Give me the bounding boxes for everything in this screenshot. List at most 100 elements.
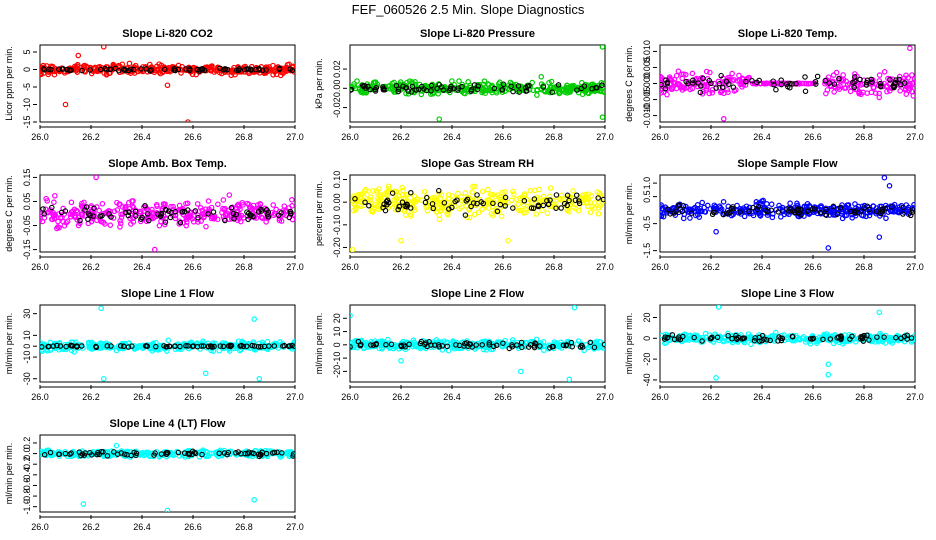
reference-point <box>834 211 841 217</box>
data-point <box>664 91 670 98</box>
reference-point <box>436 187 442 194</box>
y-tick-label: 0.005 <box>642 56 652 79</box>
data-point <box>896 73 903 80</box>
data-point <box>881 68 888 75</box>
reference-point <box>54 342 60 349</box>
reference-point <box>158 212 164 218</box>
reference-point <box>210 209 217 215</box>
reference-point <box>900 211 906 217</box>
reference-point <box>741 335 748 341</box>
reference-point <box>864 332 870 339</box>
data-point <box>547 185 554 191</box>
y-tick-label: -0.8 <box>22 488 32 504</box>
data-point <box>117 224 123 230</box>
y-tick-label: -1.5 <box>642 243 652 259</box>
data-point <box>239 199 246 206</box>
plot-frame <box>659 44 916 123</box>
reference-point <box>280 343 286 349</box>
reference-point <box>540 84 547 90</box>
outlier-point <box>505 237 511 244</box>
x-tick-label: 26.4 <box>133 392 151 402</box>
data-point <box>220 197 227 203</box>
reference-point <box>290 453 295 459</box>
reference-point <box>494 208 501 215</box>
x-tick-label: 26.4 <box>133 132 151 142</box>
reference-point <box>112 65 119 72</box>
x-tick-label: 26.6 <box>804 132 822 142</box>
reference-point <box>699 338 705 344</box>
data-point <box>707 206 714 212</box>
x-tick-label: 27.0 <box>596 392 614 402</box>
reference-point <box>40 206 46 212</box>
data-point <box>839 341 846 347</box>
data-point <box>180 219 187 226</box>
data-point <box>228 72 235 79</box>
reference-point <box>479 342 485 348</box>
data-point <box>556 85 563 92</box>
data-point <box>824 87 831 93</box>
x-tick-label: 26.8 <box>235 392 253 402</box>
reference-point <box>577 344 584 350</box>
data-point <box>151 210 157 217</box>
outlier-point <box>350 246 356 252</box>
data-point <box>485 186 491 193</box>
panel-6: Slope Sample Flow 26.0 26.2 26.4 26.6 26.8 27.… <box>624 158 924 272</box>
data-point <box>868 338 875 345</box>
y-tick-label: 10 <box>22 330 32 340</box>
reference-point <box>104 66 110 73</box>
data-point <box>42 206 49 213</box>
data-point <box>357 195 364 201</box>
outlier-point <box>566 376 573 382</box>
data-point <box>248 206 255 213</box>
data-point <box>717 207 724 214</box>
data-point <box>259 215 266 221</box>
reference-point <box>455 85 461 91</box>
reference-point <box>449 204 455 211</box>
data-point <box>354 78 360 84</box>
data-point <box>734 77 741 84</box>
reference-point <box>408 189 414 196</box>
panel-title: Slope Line 3 Flow <box>741 288 834 300</box>
reference-point <box>250 450 257 457</box>
data-point <box>358 203 365 210</box>
data-point <box>200 214 207 221</box>
reference-point <box>127 66 134 72</box>
reference-point <box>547 197 553 203</box>
reference-point <box>235 67 242 73</box>
data-point <box>682 335 689 341</box>
data-point <box>468 200 475 207</box>
reference-point <box>749 77 755 84</box>
reference-point <box>830 203 837 210</box>
reference-point <box>104 453 111 459</box>
reference-point <box>263 206 270 213</box>
data-point <box>589 204 595 210</box>
reference-point <box>848 208 854 215</box>
y-tick-label: -0.010 <box>642 103 652 129</box>
reference-point <box>581 83 588 89</box>
reference-point <box>450 86 456 92</box>
x-tick-label: 26.6 <box>184 262 202 272</box>
x-tick-label: 26.0 <box>341 132 359 142</box>
reference-point <box>564 192 571 199</box>
data-point <box>462 190 469 196</box>
reference-point <box>372 88 379 94</box>
reference-point <box>399 199 406 205</box>
reference-point <box>480 200 487 207</box>
data-point <box>362 188 368 194</box>
reference-point <box>763 337 770 343</box>
reference-point <box>535 203 542 210</box>
data-point <box>660 89 665 96</box>
y-tick-label: 0.05 <box>22 193 32 211</box>
reference-point <box>234 67 240 73</box>
reference-point <box>558 205 564 211</box>
reference-point <box>430 205 437 212</box>
y-axis-label: ml/min per min. <box>4 313 14 375</box>
data-point <box>758 200 765 207</box>
data-point <box>411 193 418 200</box>
data-point <box>435 200 441 207</box>
panel-3: Slope Li-820 Temp. 26.0 26.2 26.4 26.6 26.8 27… <box>624 28 924 142</box>
reference-point <box>900 204 906 211</box>
data-point <box>140 449 146 456</box>
reference-point <box>493 342 500 349</box>
